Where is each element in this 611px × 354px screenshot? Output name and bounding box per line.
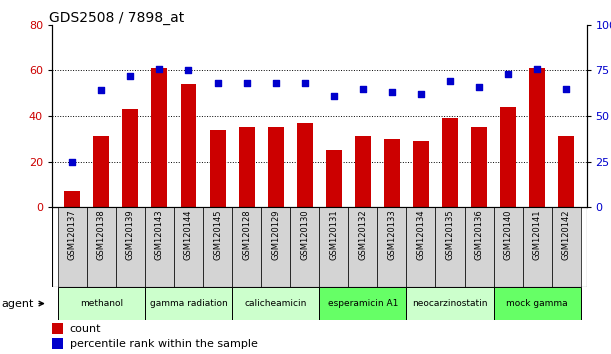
Point — [67, 159, 77, 164]
Text: GSM120129: GSM120129 — [271, 210, 280, 260]
Text: neocarzinostatin: neocarzinostatin — [412, 299, 488, 308]
Bar — [261, 207, 290, 287]
Bar — [122, 109, 138, 207]
Bar — [378, 207, 406, 287]
Point — [155, 66, 164, 72]
Text: calicheamicin: calicheamicin — [244, 299, 307, 308]
Bar — [180, 84, 197, 207]
Text: GSM120128: GSM120128 — [242, 210, 251, 260]
Bar — [522, 207, 552, 287]
Point — [387, 90, 397, 95]
Text: count: count — [70, 324, 101, 334]
Bar — [558, 136, 574, 207]
Point — [242, 80, 252, 86]
Bar — [320, 287, 406, 320]
Point — [184, 68, 194, 73]
Text: GSM120142: GSM120142 — [562, 210, 571, 260]
Bar — [58, 207, 87, 287]
Text: GSM120134: GSM120134 — [417, 210, 425, 260]
Text: methanol: methanol — [80, 299, 123, 308]
Text: agent: agent — [1, 298, 43, 309]
Point — [358, 86, 368, 91]
Point — [97, 87, 106, 93]
Text: percentile rank within the sample: percentile rank within the sample — [70, 339, 257, 349]
Bar — [145, 207, 174, 287]
Point — [213, 80, 222, 86]
Point — [474, 84, 484, 90]
Text: GSM120136: GSM120136 — [475, 210, 483, 260]
Bar — [87, 207, 116, 287]
Bar — [268, 127, 284, 207]
Bar — [320, 207, 348, 287]
Text: GSM120143: GSM120143 — [155, 210, 164, 260]
Bar — [464, 207, 494, 287]
Bar — [239, 127, 255, 207]
Text: GSM120140: GSM120140 — [503, 210, 513, 260]
Point — [416, 91, 426, 97]
Bar — [406, 287, 494, 320]
Text: esperamicin A1: esperamicin A1 — [327, 299, 398, 308]
Bar — [52, 324, 63, 334]
Bar — [64, 191, 80, 207]
Point — [445, 79, 455, 84]
Point — [532, 66, 542, 72]
Point — [271, 80, 280, 86]
Text: GDS2508 / 7898_at: GDS2508 / 7898_at — [49, 11, 184, 25]
Bar — [348, 207, 378, 287]
Point — [300, 80, 310, 86]
Bar — [145, 287, 232, 320]
Bar — [384, 139, 400, 207]
Bar — [494, 207, 522, 287]
Text: GSM120145: GSM120145 — [213, 210, 222, 260]
Bar — [355, 136, 371, 207]
Bar — [116, 207, 145, 287]
Bar — [210, 130, 225, 207]
Bar — [442, 118, 458, 207]
Bar — [290, 207, 320, 287]
Text: GSM120135: GSM120135 — [445, 210, 455, 260]
Bar — [152, 68, 167, 207]
Text: GSM120141: GSM120141 — [533, 210, 542, 260]
Text: GSM120137: GSM120137 — [68, 210, 77, 260]
Text: mock gamma: mock gamma — [507, 299, 568, 308]
Bar — [436, 207, 464, 287]
Bar — [406, 207, 436, 287]
Bar — [413, 141, 429, 207]
Bar — [93, 136, 109, 207]
Bar — [232, 287, 320, 320]
Point — [125, 73, 135, 79]
Point — [503, 71, 513, 77]
Point — [329, 93, 338, 99]
Bar — [232, 207, 261, 287]
Bar — [203, 207, 232, 287]
Bar — [500, 107, 516, 207]
Text: GSM120138: GSM120138 — [97, 210, 106, 260]
Text: GSM120133: GSM120133 — [387, 210, 397, 260]
Bar — [552, 207, 580, 287]
Text: GSM120132: GSM120132 — [358, 210, 367, 260]
Bar — [58, 287, 145, 320]
Bar — [174, 207, 203, 287]
Bar — [297, 123, 313, 207]
Text: gamma radiation: gamma radiation — [150, 299, 227, 308]
Text: GSM120139: GSM120139 — [126, 210, 135, 260]
Point — [562, 86, 571, 91]
Bar — [529, 68, 545, 207]
Bar — [52, 338, 63, 349]
Text: GSM120144: GSM120144 — [184, 210, 193, 260]
Text: GSM120130: GSM120130 — [300, 210, 309, 260]
Bar — [326, 150, 342, 207]
Bar — [494, 287, 580, 320]
Text: GSM120131: GSM120131 — [329, 210, 338, 260]
Bar — [471, 127, 487, 207]
